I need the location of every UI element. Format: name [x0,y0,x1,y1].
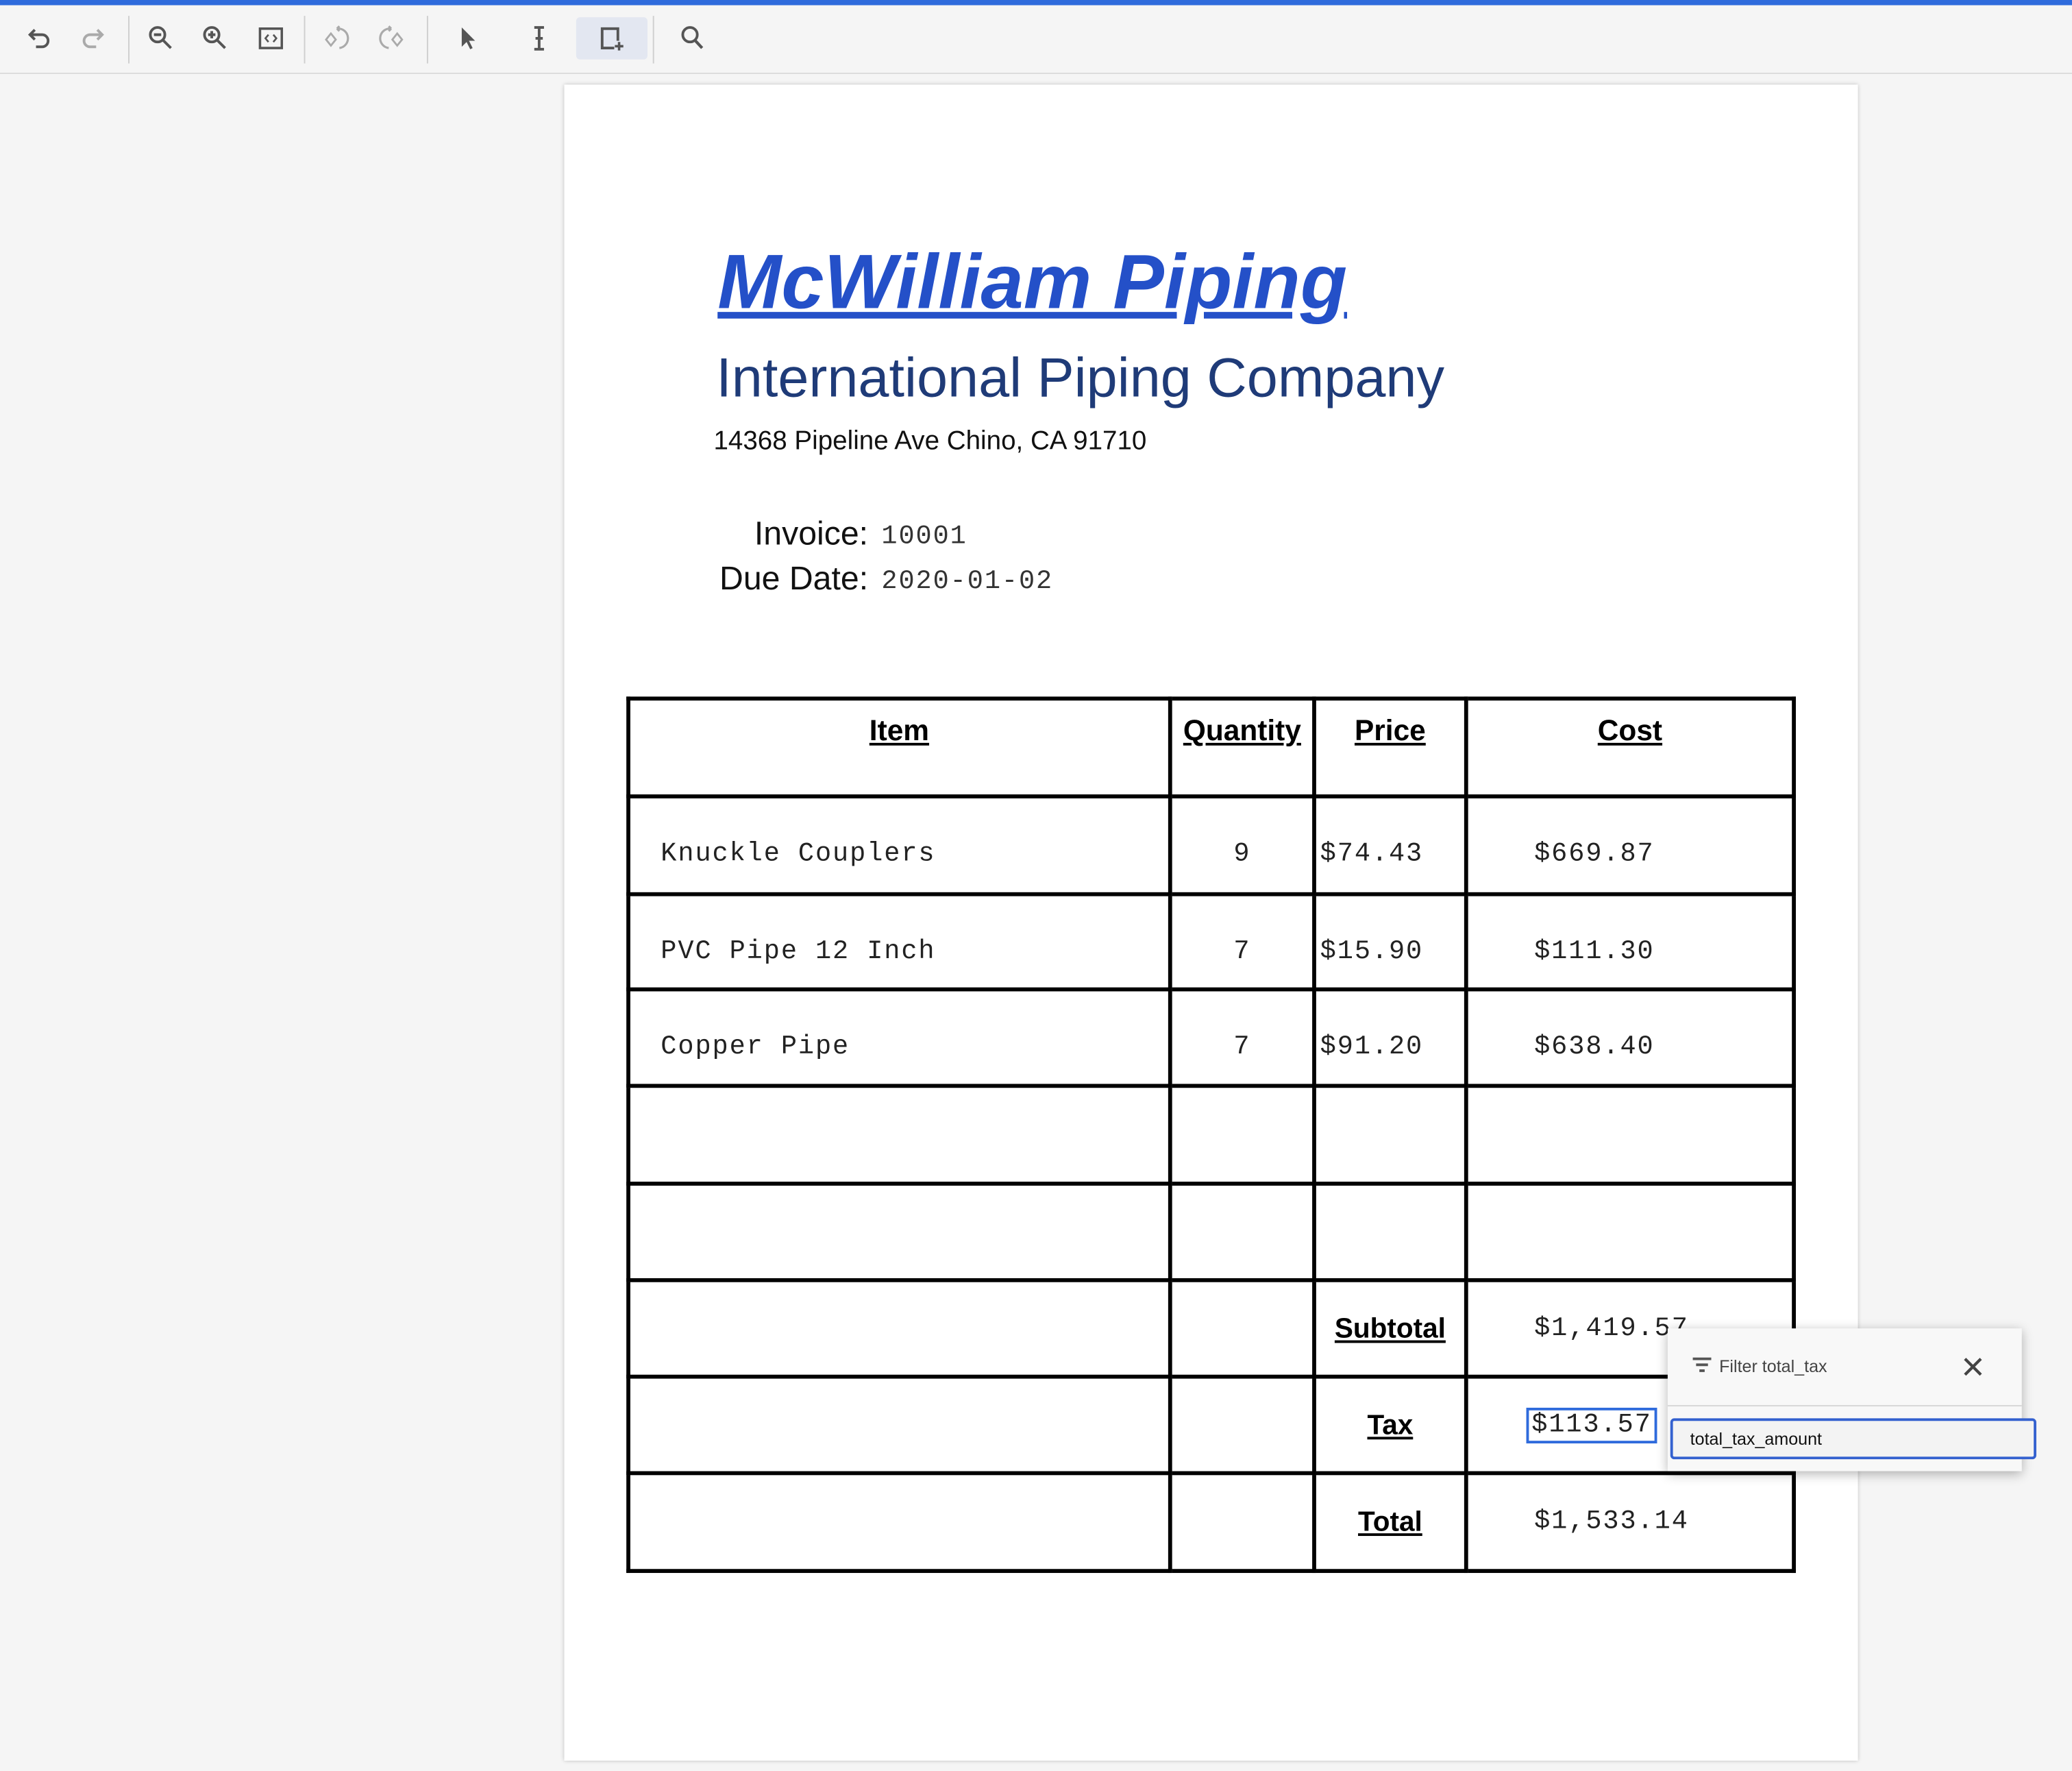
redo-button[interactable] [71,17,114,60]
tax-value-selection[interactable]: $113.57 [1526,1407,1657,1444]
header-cost: Cost [1464,696,1796,798]
separator [426,16,428,64]
draw-box-tool-button[interactable] [576,17,648,60]
tax-row: Tax $113.57 [626,1374,1796,1476]
empty-cell [626,1471,1172,1574]
table-row: PVC Pipe 12 Inch 7 $15.90 $111.30 [626,892,1796,992]
pointer-tool-button[interactable] [447,17,489,60]
separator [128,16,130,64]
header-quantity: Quantity [1168,696,1316,798]
empty-cell [1312,1084,1468,1186]
empty-cell [1312,1182,1468,1282]
item-cell: Knuckle Couplers [626,794,1172,896]
empty-cell [626,1084,1172,1186]
price-cell: $91.20 [1312,987,1468,1088]
search-icon [681,26,704,49]
empty-cell [1168,1278,1316,1379]
item-cell: Copper Pipe [626,987,1172,1088]
draw-box-icon [600,27,624,51]
toolbar [0,5,2072,75]
item-cell: PVC Pipe 12 Inch [626,892,1172,992]
subtotal-label: Subtotal [1312,1278,1468,1379]
empty-cell [626,1182,1172,1282]
total-value: $1,533.14 [1464,1471,1796,1574]
empty-cell [1168,1374,1316,1476]
undo-icon [27,29,50,49]
invoice-number: 10001 [881,522,967,553]
search-button[interactable] [671,17,714,60]
header-price: Price [1312,696,1468,798]
subtotal-row: Subtotal $1,419.57 [626,1278,1796,1379]
field-filter-popup: Filter total_tax [1667,1328,2036,1471]
table-row: Copper Pipe 7 $91.20 $638.40 [626,987,1796,1088]
pointer-icon [461,27,476,49]
quantity-cell: 9 [1168,794,1316,896]
header-item: Item [626,696,1172,798]
due-date-row: Due Date: 2020-01-02 [565,561,1490,606]
close-icon[interactable] [1958,1352,1987,1381]
invoice-number-row: Invoice: 10001 [565,515,1490,561]
separator [652,16,654,64]
empty-cell [1168,1182,1316,1282]
total-row: Total $1,533.14 [626,1471,1796,1574]
quantity-cell: 7 [1168,892,1316,992]
text-select-tool-button[interactable] [518,17,560,60]
zoom-in-button[interactable] [195,17,237,60]
empty-cell [1464,1182,1796,1282]
company-address: 14368 Pipeline Ave Chino, CA 91710 [713,426,1147,456]
company-subtitle: International Piping Company [716,346,1444,408]
price-cell: $15.90 [1312,892,1468,992]
table-header-row: Item Quantity Price Cost [626,696,1796,798]
cost-cell: $669.87 [1464,794,1796,896]
table-row: Knuckle Couplers 9 $74.43 $669.87 [626,794,1796,896]
rotate-left-icon [325,25,349,49]
field-name-input[interactable] [1670,1418,2036,1460]
rotate-right-button[interactable] [370,17,412,60]
invoice-table: Item Quantity Price Cost Knuckle Coupler… [626,696,1796,1574]
price-cell: $74.43 [1312,794,1468,896]
empty-cell [1168,1471,1316,1574]
rotate-left-button[interactable] [316,17,358,60]
total-label: Total [1312,1471,1468,1574]
empty-cell [1168,1084,1316,1186]
tax-label: Tax [1312,1374,1468,1476]
undo-button[interactable] [18,17,61,60]
filter-icon [1692,1357,1712,1372]
zoom-out-button[interactable] [140,17,182,60]
empty-cell [1464,1084,1796,1186]
cost-cell: $111.30 [1464,892,1796,992]
popup-title: Filter total_tax [1719,1356,1827,1376]
text-select-icon [534,26,544,51]
fit-page-button[interactable] [250,17,293,60]
rotate-right-icon [379,25,404,49]
cost-cell: $638.40 [1464,987,1796,1088]
invoice-label: Invoice: [754,515,869,553]
empty-cell [626,1374,1172,1476]
fit-page-icon [258,27,284,49]
due-date-label: Due Date: [719,560,869,598]
zoom-in-icon [203,26,226,49]
top-accent-bar [0,0,2072,5]
zoom-out-icon [149,26,172,49]
separator [304,16,306,64]
due-date: 2020-01-02 [881,567,1054,598]
empty-row [626,1084,1796,1186]
popup-header: Filter total_tax [1667,1328,2022,1407]
empty-row [626,1182,1796,1282]
empty-cell [626,1278,1172,1379]
company-name: McWilliam Piping [717,239,1348,326]
redo-icon [82,29,104,49]
document-page: McWilliam Piping International Piping Co… [564,84,1858,1761]
quantity-cell: 7 [1168,987,1316,1088]
